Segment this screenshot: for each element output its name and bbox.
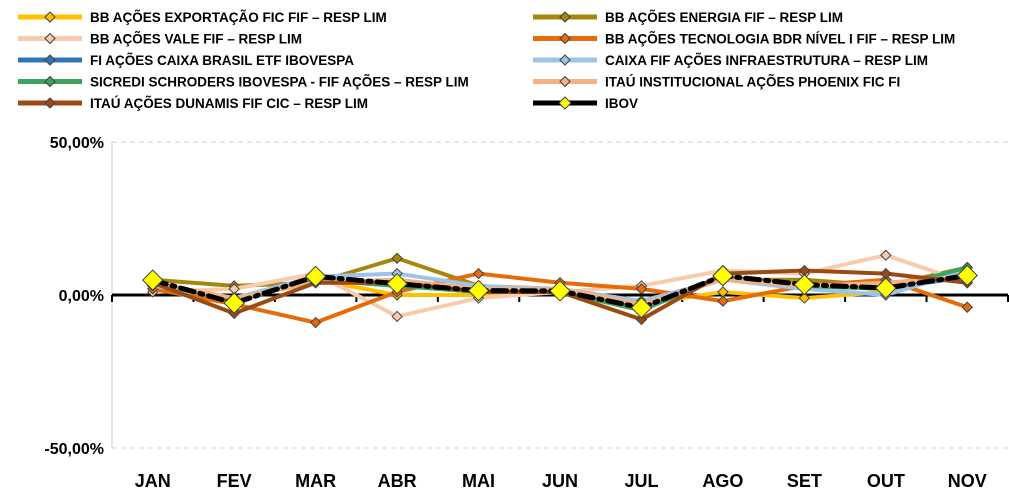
data-point: [549, 280, 571, 302]
data-point: [630, 297, 653, 319]
legend-swatch-marker: [44, 54, 56, 66]
x-tick-label: JUL: [624, 471, 658, 491]
x-tick-label: JAN: [135, 471, 171, 491]
data-point: [635, 283, 648, 295]
legend-swatch-marker: [44, 75, 56, 88]
data-point: [956, 264, 978, 287]
legend-label: ITAÚ AÇÕES DUNAMIS FIF CIC – RESP LIM: [90, 96, 368, 111]
legend-item: SICREDI SCHRODERS IBOVESPA - FIF AÇÕES –…: [18, 75, 469, 90]
x-tick-label: MAI: [462, 471, 495, 491]
chart-plot-area: [142, 249, 978, 329]
data-point: [875, 277, 897, 299]
legend-swatch-marker: [44, 32, 56, 45]
legend-swatch-marker: [559, 32, 571, 45]
legend-label: IBOV: [605, 96, 638, 111]
legend-item: BB AÇÕES EXPORTAÇÃO FIC FIF – RESP LIM: [18, 10, 387, 25]
legend-swatch-marker: [44, 11, 56, 23]
data-point: [386, 273, 408, 295]
legend-item: FI AÇÕES CAIXA BRASIL ETF IBOVESPA: [18, 53, 354, 68]
data-point: [309, 316, 322, 329]
legend-label: CAIXA FIF AÇÕES INFRAESTRUTURA – RESP LI…: [605, 53, 928, 68]
legend-label: BB AÇÕES EXPORTAÇÃO FIC FIF – RESP LIM: [90, 10, 387, 25]
data-point: [712, 265, 734, 287]
data-point: [304, 265, 327, 288]
x-tick-label: JUN: [542, 471, 578, 491]
data-point: [717, 295, 729, 307]
data-point: [635, 313, 648, 326]
data-point: [472, 267, 485, 280]
legend-label: SICREDI SCHRODERS IBOVESPA - FIF AÇÕES –…: [90, 75, 469, 90]
legend-item: BB AÇÕES TECNOLOGIA BDR NÍVEL I FIF – RE…: [533, 32, 955, 47]
data-point: [880, 267, 892, 280]
x-tick-label: MAR: [295, 471, 336, 491]
y-tick-label: 0,00%: [59, 288, 104, 305]
legend-item: ITAÚ INSTITUCIONAL AÇÕES PHOENIX FIC FI: [533, 75, 900, 90]
legend-item: ITAÚ AÇÕES DUNAMIS FIF CIC – RESP LIM: [18, 96, 368, 111]
data-point: [223, 292, 245, 314]
x-tick-label: ABR: [378, 471, 417, 491]
data-point: [880, 249, 892, 261]
y-tick-label: -50,00%: [44, 441, 104, 458]
legend-item: IBOV: [533, 96, 638, 111]
legend-item: BB AÇÕES VALE FIF – RESP LIM: [18, 32, 302, 47]
legend-label: BB AÇÕES ENERGIA FIF – RESP LIM: [605, 10, 843, 25]
legend-label: FI AÇÕES CAIXA BRASIL ETF IBOVESPA: [90, 53, 354, 68]
legend-label: BB AÇÕES VALE FIF – RESP LIM: [90, 32, 302, 47]
y-tick-label: 50,00%: [50, 135, 104, 152]
x-tick-label: FEV: [217, 471, 252, 491]
data-point: [798, 292, 811, 304]
x-tick-label: NOV: [948, 471, 987, 491]
legend-swatch-marker: [559, 75, 571, 88]
chart-axes: -50,00% 0,00% 50,00% JAN FEV MAR ABR MAI JUN JUL A…: [44, 135, 1009, 491]
legend-item: BB AÇÕES ENERGIA FIF – RESP LIM: [533, 10, 843, 25]
legend-swatch-marker: [559, 11, 571, 23]
data-point: [961, 301, 973, 313]
legend-swatch-marker: [44, 97, 56, 109]
data-point: [142, 269, 164, 291]
data-point: [467, 279, 490, 302]
legend-label: BB AÇÕES TECNOLOGIA BDR NÍVEL I FIF – RE…: [605, 32, 955, 47]
data-point: [391, 252, 403, 264]
data-point: [391, 310, 403, 323]
data-point: [793, 273, 816, 296]
x-tick-label: OUT: [867, 471, 905, 491]
legend-swatch-marker: [558, 96, 572, 110]
legend-label: ITAÚ INSTITUCIONAL AÇÕES PHOENIX FIC FI: [605, 75, 900, 90]
x-tick-label: AGO: [702, 471, 743, 491]
legend-item: CAIXA FIF AÇÕES INFRAESTRUTURA – RESP LI…: [533, 53, 928, 68]
chart-legend: BB AÇÕES EXPORTAÇÃO FIC FIF – RESP LIM BB…: [18, 10, 955, 111]
series: [142, 264, 978, 319]
x-tick-label: SET: [787, 471, 822, 491]
legend-swatch-marker: [559, 54, 571, 66]
